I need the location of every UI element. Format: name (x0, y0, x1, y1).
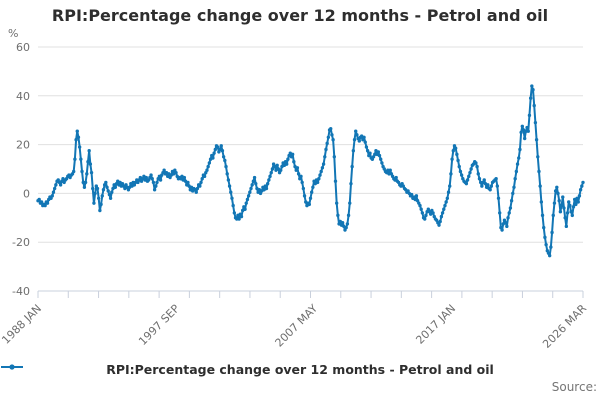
svg-text:0: 0 (23, 187, 30, 200)
svg-text:2017 JAN: 2017 JAN (413, 302, 458, 347)
chart-title: RPI:Percentage change over 12 months - P… (51, 6, 549, 25)
data-point-markers (36, 84, 585, 258)
source-label: Source: (551, 380, 597, 394)
svg-text:-20: -20 (12, 236, 30, 249)
legend-item-label: RPI:Percentage change over 12 months - P… (106, 362, 494, 377)
svg-text:2007 MAY: 2007 MAY (273, 302, 321, 350)
x-axis (37, 290, 584, 298)
legend: RPI:Percentage change over 12 months - P… (0, 362, 600, 377)
x-axis-tick-labels: 1988 JAN 1997 SEP 2007 MAY 2017 JAN 2026 MAR (0, 302, 589, 351)
svg-text:60: 60 (16, 41, 30, 54)
y-axis-unit-label: % (8, 27, 18, 40)
svg-text:1988 JAN: 1988 JAN (0, 302, 44, 347)
y-axis-tick-labels: 60 40 20 0 -20 -40 (12, 41, 30, 298)
svg-text:2026 MAR: 2026 MAR (540, 302, 589, 351)
svg-text:-40: -40 (12, 285, 30, 298)
svg-text:40: 40 (16, 90, 30, 103)
legend-item-petrol-oil[interactable]: RPI:Percentage change over 12 months - P… (1, 362, 494, 377)
legend-line-marker-icon (1, 364, 23, 370)
svg-text:1997 SEP: 1997 SEP (136, 302, 182, 348)
svg-text:20: 20 (16, 139, 30, 152)
